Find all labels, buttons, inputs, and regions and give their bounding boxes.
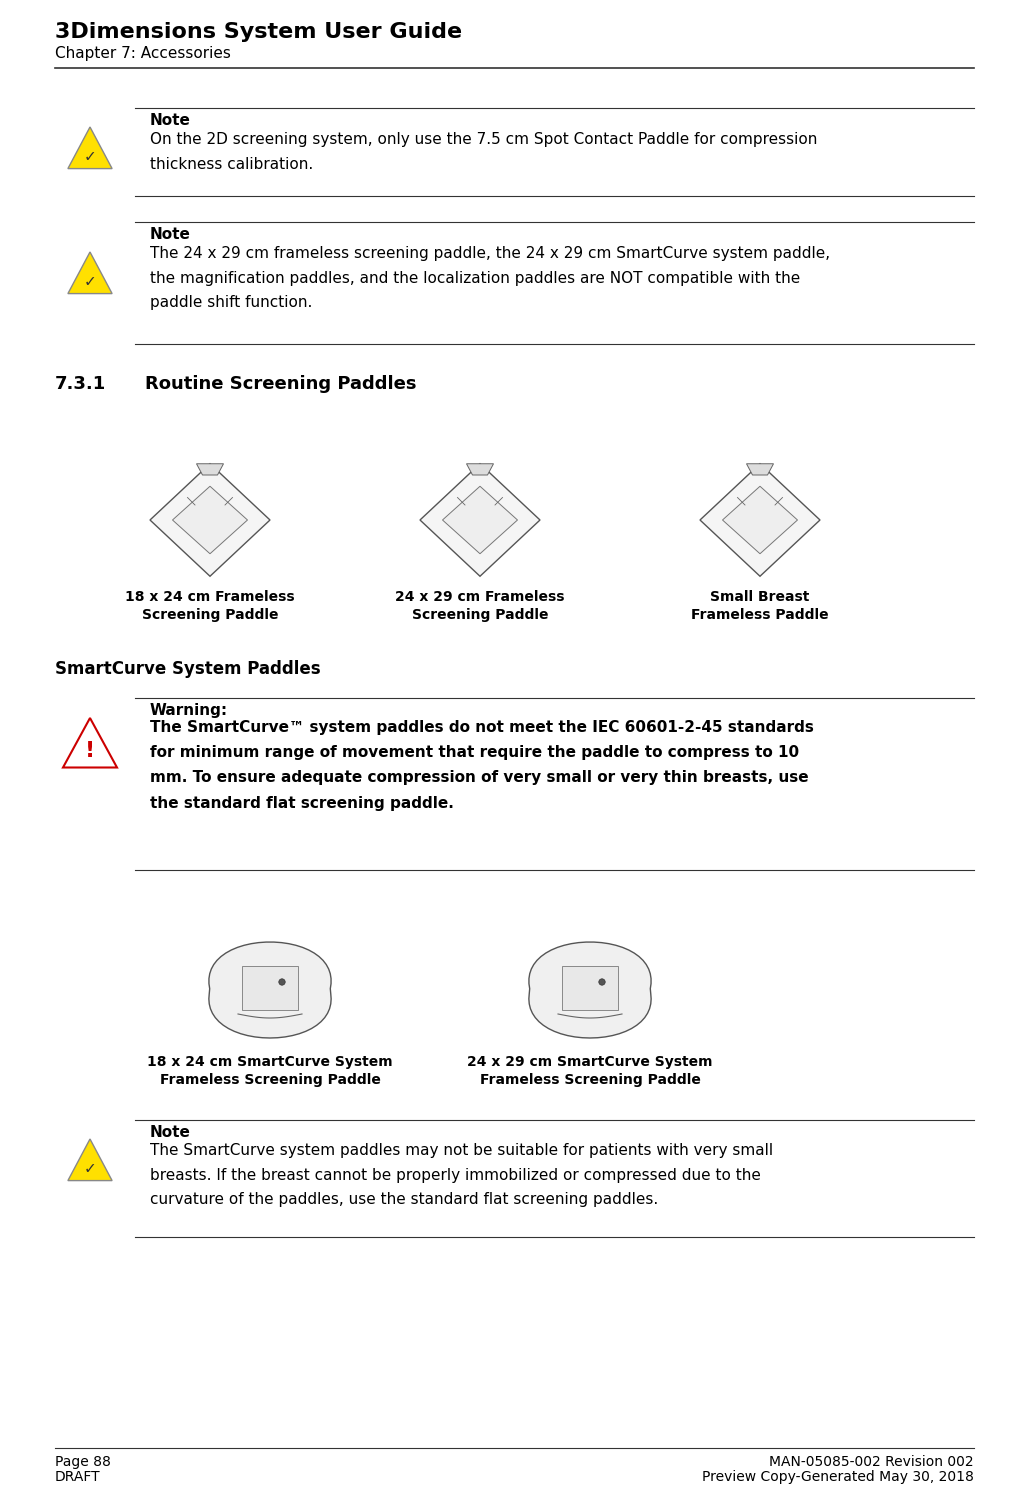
Text: ✓: ✓ — [84, 149, 97, 164]
Text: 18 x 24 cm Frameless: 18 x 24 cm Frameless — [125, 590, 294, 604]
Polygon shape — [197, 464, 223, 476]
Text: Small Breast: Small Breast — [710, 590, 810, 604]
Text: 18 x 24 cm SmartCurve System: 18 x 24 cm SmartCurve System — [147, 1056, 392, 1069]
Text: Preview Copy-Generated May 30, 2018: Preview Copy-Generated May 30, 2018 — [702, 1470, 974, 1484]
Text: The SmartCurve system paddles may not be suitable for patients with very small
b: The SmartCurve system paddles may not be… — [150, 1144, 773, 1208]
Polygon shape — [63, 719, 117, 768]
Polygon shape — [562, 966, 618, 1009]
Text: 24 x 29 cm Frameless: 24 x 29 cm Frameless — [395, 590, 565, 604]
Text: Frameless Screening Paddle: Frameless Screening Paddle — [160, 1074, 380, 1087]
Text: Warning:: Warning: — [150, 702, 228, 719]
Polygon shape — [172, 486, 248, 553]
Text: ✓: ✓ — [84, 1161, 97, 1176]
Polygon shape — [209, 942, 331, 1038]
Polygon shape — [68, 127, 112, 168]
Text: Note: Note — [150, 227, 191, 242]
Polygon shape — [529, 942, 651, 1038]
Text: Screening Paddle: Screening Paddle — [142, 608, 278, 622]
Text: Page 88: Page 88 — [55, 1455, 111, 1469]
Text: Note: Note — [150, 1126, 191, 1141]
Polygon shape — [150, 464, 270, 576]
Polygon shape — [442, 486, 518, 553]
Polygon shape — [722, 486, 798, 553]
Text: 24 x 29 cm SmartCurve System: 24 x 29 cm SmartCurve System — [468, 1056, 712, 1069]
Polygon shape — [467, 464, 493, 476]
Text: The 24 x 29 cm frameless screening paddle, the 24 x 29 cm SmartCurve system padd: The 24 x 29 cm frameless screening paddl… — [150, 246, 830, 310]
Text: The SmartCurve™ system paddles do not meet the IEC 60601-2-45 standards
for mini: The SmartCurve™ system paddles do not me… — [150, 720, 814, 811]
Circle shape — [599, 978, 605, 986]
Polygon shape — [68, 252, 112, 294]
Circle shape — [279, 978, 285, 986]
Text: Frameless Screening Paddle: Frameless Screening Paddle — [480, 1074, 700, 1087]
Polygon shape — [242, 966, 298, 1009]
Text: Note: Note — [150, 113, 191, 128]
Text: Routine Screening Paddles: Routine Screening Paddles — [145, 376, 417, 394]
Polygon shape — [747, 464, 773, 476]
Text: ✓: ✓ — [84, 274, 97, 289]
Text: !: ! — [85, 741, 95, 760]
Text: Chapter 7: Accessories: Chapter 7: Accessories — [55, 46, 231, 61]
Text: 7.3.1: 7.3.1 — [55, 376, 106, 394]
Text: On the 2D screening system, only use the 7.5 cm Spot Contact Paddle for compress: On the 2D screening system, only use the… — [150, 133, 817, 171]
Text: Screening Paddle: Screening Paddle — [412, 608, 548, 622]
Text: 3Dimensions System User Guide: 3Dimensions System User Guide — [55, 22, 463, 42]
Text: MAN-05085-002 Revision 002: MAN-05085-002 Revision 002 — [769, 1455, 974, 1469]
Polygon shape — [700, 464, 820, 576]
Text: DRAFT: DRAFT — [55, 1470, 101, 1484]
Polygon shape — [68, 1139, 112, 1181]
Polygon shape — [420, 464, 540, 576]
Text: SmartCurve System Paddles: SmartCurve System Paddles — [55, 661, 321, 678]
Text: Frameless Paddle: Frameless Paddle — [691, 608, 828, 622]
